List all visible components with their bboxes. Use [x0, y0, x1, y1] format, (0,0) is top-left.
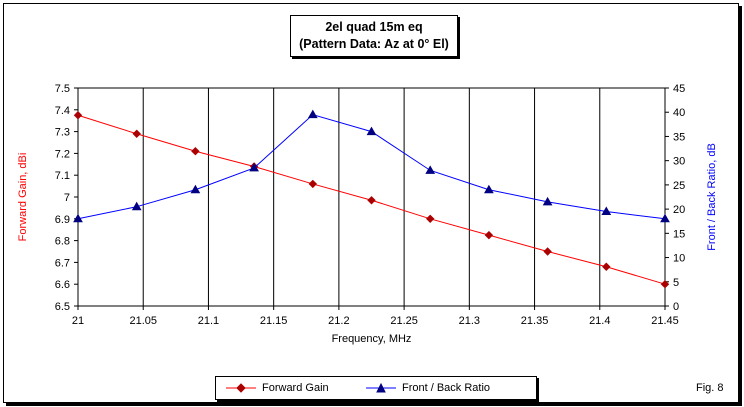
data-point-front-back-ratio [190, 184, 201, 194]
data-point-forward-gain [484, 230, 494, 240]
data-point-front-back-ratio [249, 162, 259, 172]
chart-title: 2el quad 15m eq [325, 20, 423, 34]
data-point-forward-gain [602, 262, 611, 271]
y-axis-right: 0 5 10 15 20 25 30 35 40 45 [665, 83, 685, 313]
data-point-front-back-ratio [73, 213, 83, 223]
y-left-tick-label: 7.1 [55, 170, 70, 182]
data-point-forward-gain [191, 147, 200, 156]
legend-label-front-back-ratio: Front / Back Ratio [402, 382, 491, 394]
x-tick-label: 21 [72, 315, 84, 327]
y-right-tick-label: 0 [673, 301, 679, 313]
legend-entry-forward-gain: Forward Gain [226, 381, 329, 395]
data-point-front-back-ratio [425, 165, 436, 174]
chart-frame: 2el quad 15m eq (Pattern Data: Az at 0° … [3, 3, 739, 403]
y-left-tick-label: 6.7 [55, 257, 70, 269]
data-point-front-back-ratio [660, 213, 670, 223]
y-left-tick-label: 7.4 [55, 105, 70, 117]
x-tick-label: 21.05 [129, 315, 157, 327]
y-left-tick-label: 6.8 [55, 236, 70, 248]
x-tick-label: 21.15 [260, 315, 288, 327]
y-left-tick-label: 7 [64, 192, 70, 204]
y-left-tick-label: 7.3 [55, 127, 70, 139]
y-left-tick-label: 6.9 [55, 214, 70, 226]
x-tick-label: 21.3 [459, 315, 480, 327]
legend-entry-front-back-ratio: Front / Back Ratio [366, 381, 490, 395]
y-left-tick-label: 6.6 [55, 279, 70, 291]
y-right-tick-label: 45 [673, 83, 685, 95]
data-point-forward-gain [543, 247, 552, 256]
data-point-front-back-ratio [484, 184, 494, 194]
chart-title-box: 2el quad 15m eq (Pattern Data: Az at 0° … [290, 15, 458, 57]
y-right-tick-label: 25 [673, 180, 685, 192]
y-right-tick-label: 10 [673, 253, 685, 265]
y-axis-left-label: Forward Gain, dBi [17, 153, 29, 242]
y-left-tick-label: 7.2 [55, 148, 70, 160]
legend: Forward Gain Front / Back Ratio [215, 376, 537, 400]
data-point-forward-gain [425, 214, 435, 224]
x-tick-label: 21.45 [651, 315, 679, 327]
legend-label-forward-gain: Forward Gain [262, 382, 329, 394]
legend-swatch-front-back-ratio [366, 383, 396, 393]
y-right-tick-label: 35 [673, 131, 685, 143]
data-point-front-back-ratio [366, 126, 377, 136]
y-right-tick-label: 40 [673, 107, 685, 119]
y-right-tick-label: 30 [673, 156, 685, 168]
x-axis: 21 21.05 21.1 21.15 21.2 21.25 21.3 21.35 21.4 21… [72, 306, 679, 327]
y-right-tick-label: 5 [673, 277, 679, 289]
legend-swatch-forward-gain [226, 383, 256, 393]
x-tick-label: 21.1 [198, 315, 219, 327]
y-left-tick-label: 6.5 [55, 301, 70, 313]
data-point-front-back-ratio [131, 201, 142, 211]
data-point-front-back-ratio [601, 206, 612, 216]
x-tick-label: 21.35 [521, 315, 549, 327]
figure-label: Fig. 8 [696, 382, 724, 394]
grid-lines [142, 88, 601, 306]
y-axis-left: 6.5 6.6 6.7 6.8 6.9 7 7.1 7.2 7.3 7.4 7.5 [55, 83, 78, 313]
chart-subtitle: (Pattern Data: Az at 0° El) [299, 37, 449, 51]
data-point-forward-gain [660, 279, 670, 289]
data-point-forward-gain [308, 179, 318, 189]
data-point-forward-gain [73, 111, 83, 120]
data-point-front-back-ratio [307, 109, 318, 119]
x-tick-label: 21.2 [328, 315, 349, 327]
x-tick-label: 21.4 [589, 315, 610, 327]
y-axis-right-label: Front / Back Ratio, dB [706, 143, 718, 251]
y-left-tick-label: 7.5 [55, 83, 70, 95]
series-layer [73, 109, 670, 289]
data-point-forward-gain [367, 196, 376, 205]
x-tick-label: 21.25 [390, 315, 418, 327]
x-axis-label: Frequency, MHz [332, 333, 412, 345]
data-point-front-back-ratio [542, 196, 553, 206]
y-right-tick-label: 15 [673, 228, 685, 240]
y-right-tick-label: 20 [673, 204, 685, 216]
data-point-forward-gain [132, 129, 141, 138]
chart-plot: 21 21.05 21.1 21.15 21.2 21.25 21.3 21.35 21.4 21… [17, 83, 718, 345]
